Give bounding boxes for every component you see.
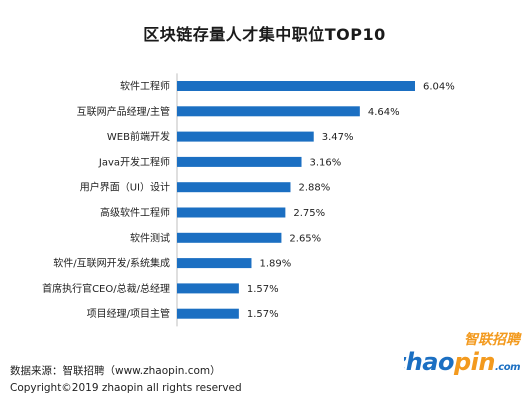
bar xyxy=(177,156,302,167)
category-label: WEB前端开发 xyxy=(107,130,170,143)
category-label: 首席执行官CEO/总裁/总经理 xyxy=(42,282,170,295)
category-label: 软件/互联网开发/系统集成 xyxy=(53,257,170,270)
logo-en-text: zhaopin.com xyxy=(404,348,520,376)
category-label: 高级软件工程师 xyxy=(100,206,170,219)
category-label: 用户界面（UI）设计 xyxy=(80,181,170,194)
bar xyxy=(177,182,291,193)
bar xyxy=(177,308,239,319)
bar xyxy=(177,131,314,142)
value-label: 1.57% xyxy=(247,309,279,320)
category-label: 互联网产品经理/主管 xyxy=(77,105,170,118)
value-label: 2.88% xyxy=(298,183,330,194)
zhaopin-logo: 智联招聘 zhaopin.com xyxy=(404,331,522,376)
value-label: 2.65% xyxy=(289,233,321,244)
value-label: 3.47% xyxy=(322,132,354,143)
bar xyxy=(177,232,282,243)
chart-title: 区块链存量人才集中职位TOP10 xyxy=(143,25,386,44)
bar xyxy=(177,283,239,294)
bar xyxy=(177,106,360,117)
value-label: 1.89% xyxy=(259,259,291,270)
value-label: 1.57% xyxy=(247,284,279,295)
bar xyxy=(177,258,252,269)
bar xyxy=(177,81,415,91)
logo-cn-text: 智联招聘 xyxy=(464,331,522,348)
value-label: 2.75% xyxy=(293,208,325,219)
value-label: 3.16% xyxy=(310,157,342,168)
category-label: 软件测试 xyxy=(130,231,170,244)
data-source-text: 数据来源：智联招聘（www.zhaopin.com） xyxy=(10,365,221,377)
bar xyxy=(177,207,286,218)
copyright-text: Copyright©2019 zhaopin all rights reserv… xyxy=(10,382,242,394)
category-label: Java开发工程师 xyxy=(98,155,170,168)
category-label: 软件工程师 xyxy=(120,80,170,93)
value-label: 6.04% xyxy=(423,82,455,93)
value-label: 4.64% xyxy=(368,107,400,118)
category-label: 项目经理/项目主管 xyxy=(87,307,170,320)
